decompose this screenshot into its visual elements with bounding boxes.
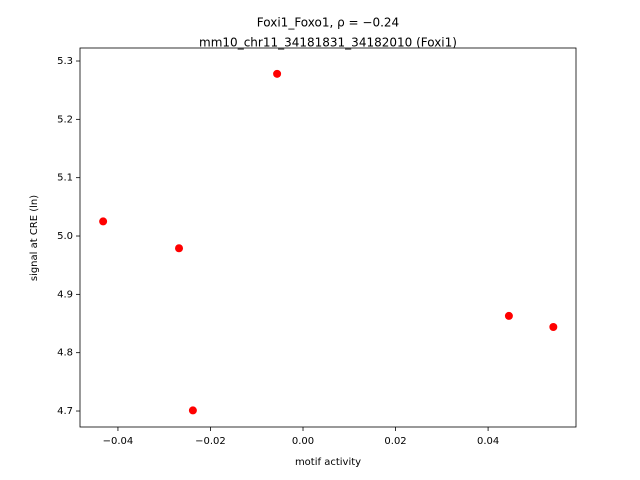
y-tick-label: 5.1	[57, 173, 73, 184]
x-tick-label: 0.00	[292, 436, 314, 447]
chart-title: Foxi1_Foxo1, ρ = −0.24	[257, 16, 399, 30]
y-tick-label: 5.3	[57, 56, 73, 67]
y-tick-label: 5.0	[57, 231, 73, 242]
y-tick-label: 4.7	[57, 406, 73, 417]
y-axis-label: signal at CRE (ln)	[29, 195, 40, 281]
point	[273, 69, 282, 78]
y-tick-label: 4.9	[57, 289, 73, 300]
point	[99, 217, 108, 226]
y-tick-label: 4.8	[57, 348, 73, 359]
x-tick-label: 0.02	[384, 436, 406, 447]
x-tick-label: −0.04	[103, 436, 134, 447]
point	[504, 311, 513, 320]
plot-frame	[79, 47, 577, 428]
chart-subtitle: mm10_chr11_34181831_34182010 (Foxi1)	[199, 36, 457, 50]
point	[175, 244, 184, 253]
point	[549, 323, 558, 332]
x-tick-label: 0.04	[477, 436, 499, 447]
y-tick-label: 5.2	[57, 114, 73, 125]
x-axis-label: motif activity	[295, 457, 361, 468]
x-tick-label: −0.02	[195, 436, 226, 447]
point	[188, 406, 197, 415]
